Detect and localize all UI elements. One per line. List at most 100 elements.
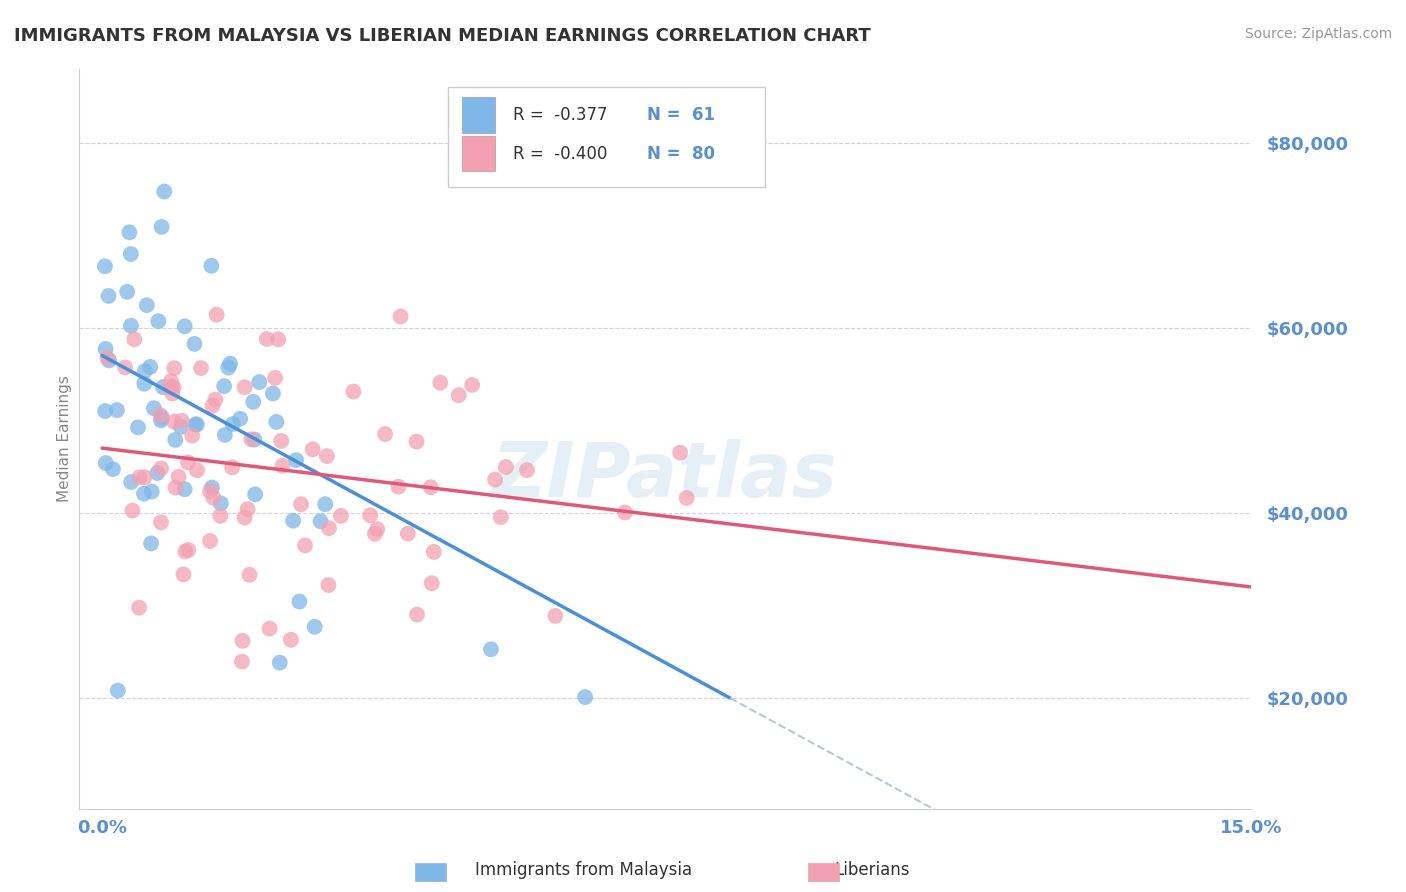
Point xyxy=(342,384,364,399)
Point xyxy=(259,622,281,636)
Point xyxy=(98,353,121,368)
Point xyxy=(128,600,150,615)
Point xyxy=(120,475,142,489)
Point xyxy=(290,497,312,511)
Point xyxy=(202,491,225,505)
Point xyxy=(150,413,173,427)
Point xyxy=(285,453,308,467)
Point xyxy=(329,508,352,523)
Point xyxy=(150,461,173,475)
Point xyxy=(127,420,149,434)
Point xyxy=(121,503,143,517)
Point xyxy=(186,417,208,432)
Point xyxy=(419,480,441,494)
Point xyxy=(214,428,236,442)
Point xyxy=(165,481,187,495)
Point xyxy=(240,433,263,447)
Point xyxy=(173,319,195,334)
Point xyxy=(429,376,451,390)
Y-axis label: Median Earnings: Median Earnings xyxy=(58,376,72,502)
Point xyxy=(167,470,190,484)
FancyBboxPatch shape xyxy=(449,87,765,187)
Point xyxy=(217,360,239,375)
Point xyxy=(516,463,538,477)
Point xyxy=(222,417,245,431)
Point xyxy=(170,414,193,428)
Point xyxy=(236,502,259,516)
Point xyxy=(544,608,567,623)
Point xyxy=(149,408,172,422)
Point xyxy=(198,533,221,548)
Point xyxy=(267,332,290,346)
Point xyxy=(233,380,256,394)
Point xyxy=(141,484,163,499)
Point xyxy=(212,379,235,393)
Point xyxy=(309,514,332,528)
Point xyxy=(135,298,157,312)
Point xyxy=(405,434,427,449)
Point xyxy=(232,633,254,648)
Point xyxy=(201,399,224,413)
Point xyxy=(204,392,226,407)
Point xyxy=(94,404,117,418)
Point xyxy=(163,361,186,376)
Point xyxy=(94,342,117,356)
Point xyxy=(177,455,200,469)
Point xyxy=(122,332,145,346)
Point xyxy=(114,360,136,375)
Point xyxy=(270,434,292,448)
Point xyxy=(281,514,304,528)
Point xyxy=(139,536,162,550)
Point xyxy=(186,463,208,477)
Point xyxy=(198,484,221,499)
Point xyxy=(423,545,446,559)
Point xyxy=(134,470,156,484)
Point xyxy=(304,620,326,634)
Point xyxy=(389,310,412,324)
Point xyxy=(262,386,284,401)
Point xyxy=(134,376,156,391)
Point xyxy=(229,411,252,425)
Point xyxy=(479,642,502,657)
Bar xyxy=(463,97,495,133)
Point xyxy=(162,386,184,401)
Text: N =  80: N = 80 xyxy=(647,145,716,162)
Point xyxy=(266,415,288,429)
Point xyxy=(484,473,506,487)
Point xyxy=(364,527,387,541)
Point xyxy=(160,374,183,388)
Text: ZIPatlas: ZIPatlas xyxy=(492,439,838,513)
Point xyxy=(209,508,232,523)
Point xyxy=(256,332,278,346)
Point xyxy=(152,380,174,394)
Point xyxy=(190,361,212,376)
Point xyxy=(148,314,170,328)
Text: Source: ZipAtlas.com: Source: ZipAtlas.com xyxy=(1244,27,1392,41)
Point xyxy=(288,594,311,608)
Point xyxy=(294,539,316,553)
Point xyxy=(146,466,169,480)
Point xyxy=(271,458,294,473)
Point xyxy=(396,526,419,541)
Point xyxy=(374,427,396,442)
Point xyxy=(134,364,156,378)
Point xyxy=(318,578,340,592)
Point xyxy=(675,491,697,505)
Text: R =  -0.377: R = -0.377 xyxy=(513,106,607,124)
Point xyxy=(94,260,117,274)
Text: N =  61: N = 61 xyxy=(647,106,716,124)
Point xyxy=(105,403,128,417)
Point xyxy=(159,381,181,395)
Point xyxy=(264,371,287,385)
Point xyxy=(447,388,470,402)
Point xyxy=(574,690,596,705)
Point xyxy=(120,247,142,261)
Point xyxy=(160,379,183,393)
Point xyxy=(461,378,484,392)
Point xyxy=(170,419,193,434)
Point xyxy=(183,337,205,351)
Point xyxy=(314,497,336,511)
Point xyxy=(173,482,195,496)
Point xyxy=(221,460,243,475)
Point xyxy=(231,655,253,669)
